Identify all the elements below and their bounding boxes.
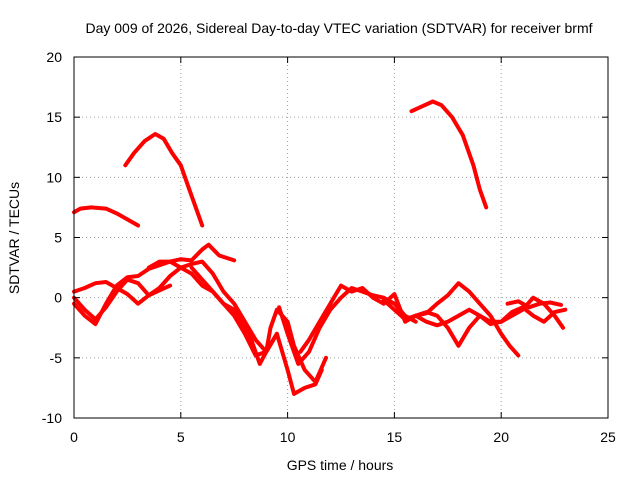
x-axis-label: GPS time / hours <box>287 457 394 473</box>
series-arc-1 <box>72 205 141 228</box>
y-axis-label: SDTVAR / TECUs <box>6 182 22 294</box>
series-arc-8 <box>189 265 324 396</box>
series-arc-2 <box>123 132 205 228</box>
x-tick-label: 15 <box>387 429 403 445</box>
series-arc-3 <box>409 99 489 210</box>
series-arc-13 <box>505 299 563 310</box>
series-arc-7 <box>146 259 328 384</box>
y-tick-label: 5 <box>54 230 62 246</box>
series-arc-11 <box>381 281 521 358</box>
y-tick-label: 20 <box>46 49 62 65</box>
x-tick-label: 25 <box>600 429 616 445</box>
x-tick-label: 20 <box>493 429 509 445</box>
chart-title: Day 009 of 2026, Sidereal Day-to-day VTE… <box>85 20 592 36</box>
x-tick-label: 5 <box>177 429 185 445</box>
y-tick-label: 0 <box>54 290 62 306</box>
y-tick-label: 15 <box>46 109 62 125</box>
series-group <box>72 99 568 396</box>
series-arc-9 <box>277 286 418 366</box>
y-tick-label: -5 <box>50 350 63 366</box>
y-tick-label: 10 <box>46 169 62 185</box>
series-arc-6 <box>72 259 279 354</box>
axis-ticks: 0 5 10 15 20 25 -10 -5 0 5 10 15 20 <box>42 49 616 445</box>
series-arc-10 <box>298 283 568 354</box>
y-tick-label: -10 <box>42 410 62 426</box>
x-tick-label: 10 <box>280 429 296 445</box>
grid-lines <box>74 57 608 418</box>
x-tick-label: 0 <box>70 429 78 445</box>
